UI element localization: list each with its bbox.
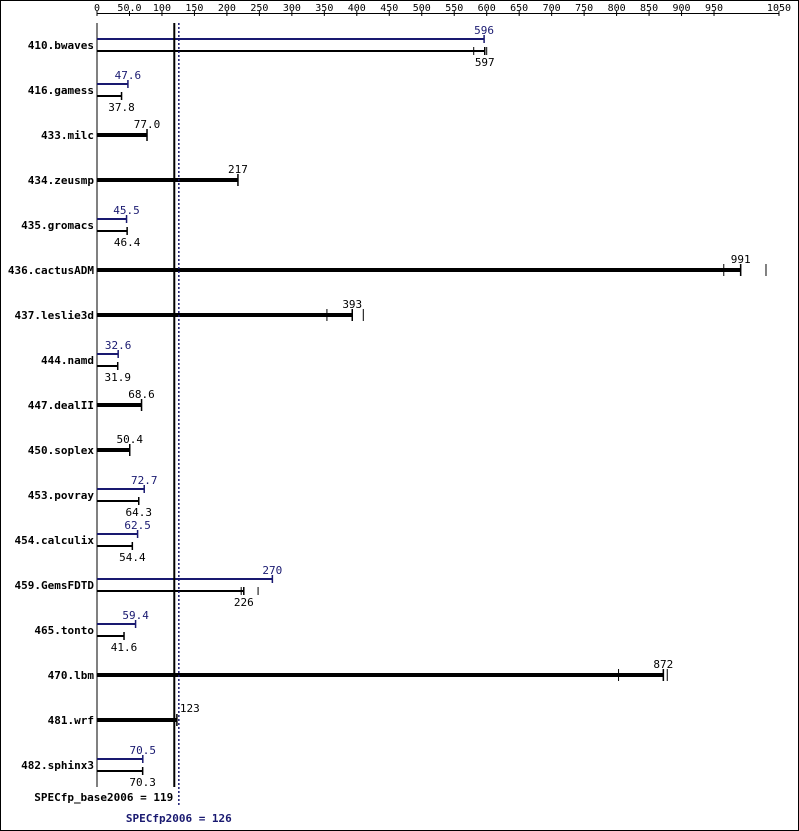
peak-value-label: 45.5 (113, 204, 140, 217)
peak-value-label: 596 (474, 24, 494, 37)
peak-value-label: 59.4 (122, 609, 149, 622)
base-value-label: 123 (180, 702, 200, 715)
benchmark-label: 454.calculix (15, 534, 95, 547)
base-summary-label: SPECfp_base2006 = 119 (34, 791, 173, 804)
x-tick-label: 650 (510, 3, 528, 14)
peak-value-label: 70.5 (130, 744, 157, 757)
benchmark-label: 450.soplex (28, 444, 95, 457)
peak-value-label: 62.5 (124, 519, 151, 532)
benchmark-label: 447.dealII (28, 399, 94, 412)
benchmark-label: 434.zeusmp (28, 174, 95, 187)
benchmark-label: 470.lbm (48, 669, 95, 682)
benchmark-label: 453.povray (28, 489, 95, 502)
base-value-label: 217 (228, 163, 248, 176)
base-value-label: 991 (731, 253, 751, 266)
x-tick-label: 750 (575, 3, 593, 14)
peak-value-label: 270 (262, 564, 282, 577)
base-value-label: 226 (234, 596, 254, 609)
x-tick-label: 300 (283, 3, 301, 14)
x-tick-label: 600 (478, 3, 496, 14)
peak-value-label: 72.7 (131, 474, 158, 487)
base-value-label: 31.9 (104, 371, 131, 384)
x-tick-label: 100 (153, 3, 171, 14)
base-value-label: 37.8 (108, 101, 135, 114)
base-value-label: 872 (653, 658, 673, 671)
x-tick-label: 850 (640, 3, 658, 14)
benchmark-label: 481.wrf (48, 714, 94, 727)
benchmark-label: 444.namd (41, 354, 94, 367)
benchmark-label: 433.milc (41, 129, 94, 142)
x-tick-label: 150 (185, 3, 203, 14)
x-tick-label: 1050 (767, 3, 791, 14)
base-value-label: 68.6 (128, 388, 155, 401)
x-tick-label: 250 (250, 3, 268, 14)
x-tick-label: 200 (218, 3, 236, 14)
x-tick-label: 950 (705, 3, 723, 14)
base-value-label: 77.0 (134, 118, 161, 131)
benchmark-label: 459.GemsFDTD (15, 579, 95, 592)
base-value-label: 393 (342, 298, 362, 311)
base-value-label: 70.3 (129, 776, 156, 789)
x-tick-label: 500 (413, 3, 431, 14)
x-tick-label: 800 (608, 3, 626, 14)
base-value-label: 64.3 (126, 506, 153, 519)
benchmark-label: 416.gamess (28, 84, 94, 97)
benchmark-label: 435.gromacs (21, 219, 94, 232)
base-value-label: 41.6 (111, 641, 138, 654)
peak-value-label: 47.6 (115, 69, 142, 82)
base-value-label: 597 (475, 56, 495, 69)
x-tick-label: 700 (543, 3, 561, 14)
x-tick-label: 450 (380, 3, 398, 14)
x-tick-label: 350 (315, 3, 333, 14)
x-tick-label: 50.0 (117, 3, 141, 14)
base-value-label: 46.4 (114, 236, 141, 249)
base-value-label: 50.4 (116, 433, 143, 446)
peak-value-label: 32.6 (105, 339, 132, 352)
benchmark-label: 410.bwaves (28, 39, 94, 52)
x-tick-label: 900 (673, 3, 691, 14)
benchmark-label: 436.cactusADM (8, 264, 94, 277)
x-tick-label: 0 (94, 3, 100, 14)
x-tick-label: 550 (445, 3, 463, 14)
x-tick-label: 400 (348, 3, 366, 14)
peak-summary-label: SPECfp2006 = 126 (126, 812, 232, 825)
benchmark-label: 437.leslie3d (15, 309, 94, 322)
base-value-label: 54.4 (119, 551, 146, 564)
benchmark-label: 482.sphinx3 (21, 759, 94, 772)
benchmark-label: 465.tonto (34, 624, 94, 637)
